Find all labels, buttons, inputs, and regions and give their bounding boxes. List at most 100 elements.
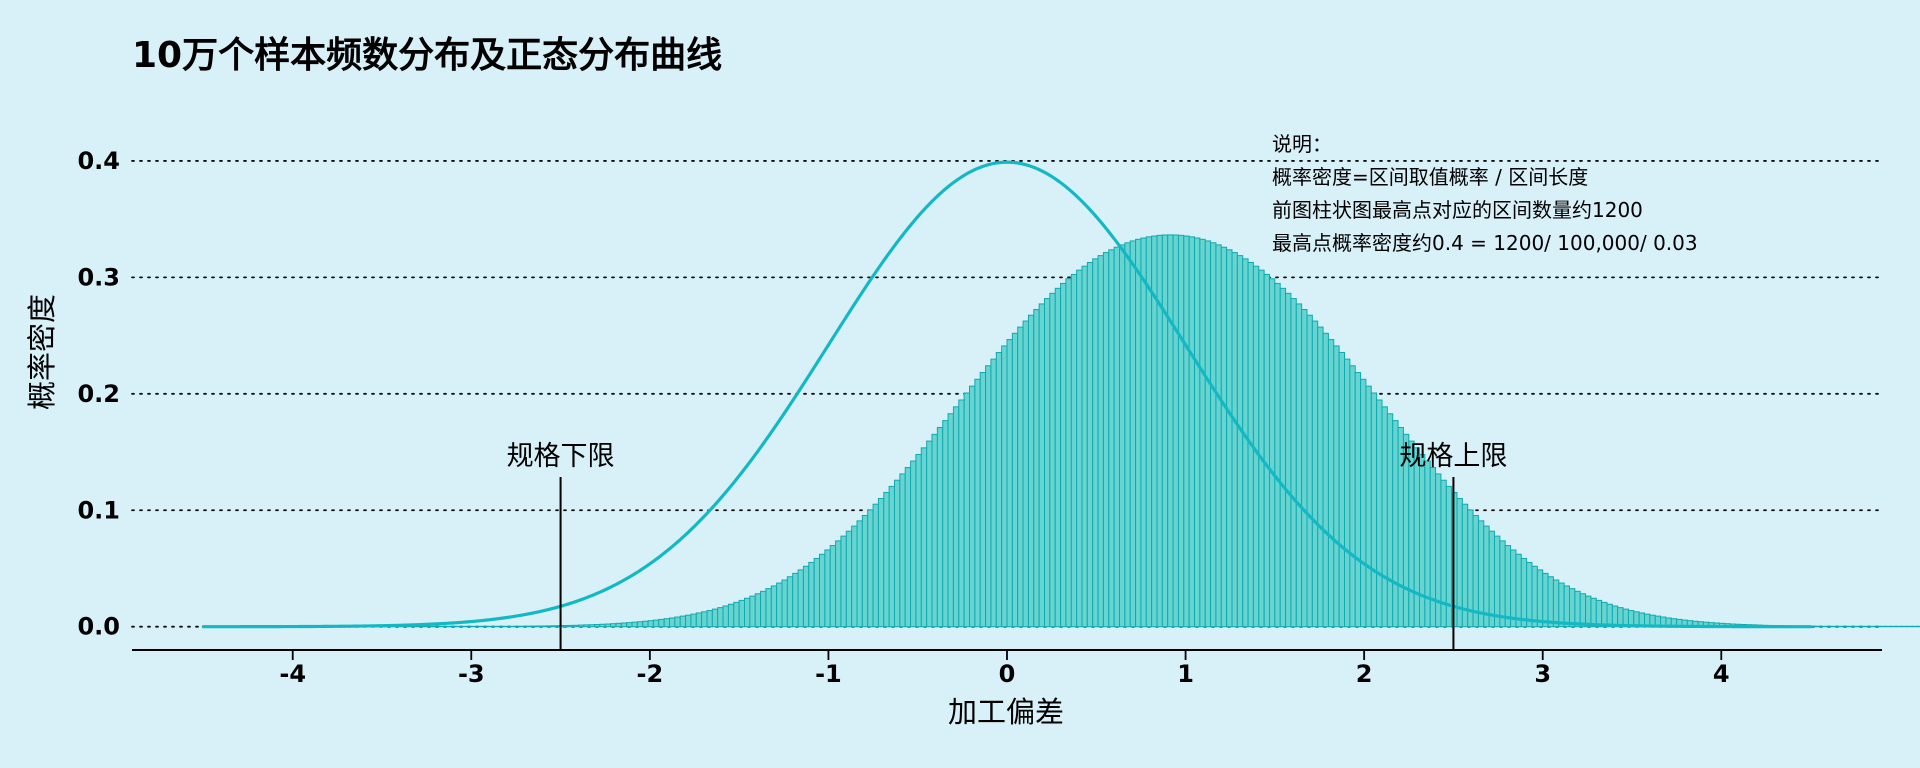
histogram-bar-170 <box>1113 246 1120 628</box>
histogram-bar-184 <box>1188 236 1195 628</box>
histogram-bar-160 <box>1060 282 1067 628</box>
histogram-bar-204 <box>1295 303 1303 628</box>
histogram-bar-136 <box>931 433 938 628</box>
histogram-bar-82 <box>642 620 649 628</box>
histogram-bar-123 <box>861 515 869 628</box>
histogram-bar-246 <box>1520 557 1528 628</box>
histogram-bar-83 <box>647 620 654 628</box>
histogram-bar-214 <box>1349 365 1356 628</box>
histogram-bar-171 <box>1119 244 1126 628</box>
histogram-bar-95 <box>711 608 719 628</box>
histogram-bar-101 <box>744 597 751 628</box>
histogram-bar-192 <box>1231 252 1238 628</box>
histogram-bar-176 <box>1145 236 1153 628</box>
histogram-bar-108 <box>781 579 788 628</box>
histogram-bar-208 <box>1317 326 1324 628</box>
histogram-bar-67 <box>561 625 569 628</box>
x-tick-label-0: -4 <box>279 660 306 688</box>
explanation-line-0: 说明： <box>1272 132 1332 156</box>
histogram-bar-142 <box>963 392 971 628</box>
histogram-bar-96 <box>717 607 724 628</box>
histogram-bar-167 <box>1097 255 1104 628</box>
histogram-bar-247 <box>1526 561 1533 628</box>
histogram-bar-88 <box>674 616 681 628</box>
histogram-bar-254 <box>1563 585 1570 628</box>
histogram-bar-252 <box>1552 579 1560 628</box>
annotations: 说明： 概率密度=区间取值概率 / 区间长度前图柱状图最高点对应的区间数量约120… <box>507 132 1698 650</box>
histogram-bar-141 <box>958 399 965 628</box>
histogram-bar-121 <box>851 525 858 628</box>
histogram-bar-239 <box>1483 525 1490 628</box>
histogram-bar-173 <box>1129 240 1137 628</box>
x-tick-label-5: 1 <box>1177 660 1194 688</box>
histogram-bar-197 <box>1258 269 1265 628</box>
histogram-bar-85 <box>658 618 665 628</box>
histogram-bar-165 <box>1086 261 1094 628</box>
histogram-bar-198 <box>1263 273 1270 628</box>
histogram-bar-251 <box>1547 576 1554 628</box>
histogram-bar-105 <box>765 588 772 628</box>
histogram-bar-250 <box>1542 572 1549 628</box>
histogram-bar-217 <box>1365 385 1372 628</box>
histogram-bar-203 <box>1290 298 1297 628</box>
histogram-bar-226 <box>1413 447 1420 628</box>
histogram-bar-87 <box>669 617 676 628</box>
histogram-bar-153 <box>1022 320 1029 628</box>
histogram-bar-94 <box>706 610 713 628</box>
histogram-bar-241 <box>1494 535 1501 628</box>
x-tick-label-1: -3 <box>458 660 485 688</box>
histogram-bar-262 <box>1606 603 1613 628</box>
spec-limit-label-0: 规格下限 <box>507 441 615 472</box>
spec-limit-label-1: 规格上限 <box>1399 441 1507 472</box>
histogram-bar-145 <box>979 372 987 628</box>
histogram-bar-90 <box>685 614 692 628</box>
histogram-bar-128 <box>888 485 896 628</box>
x-tick-label-6: 2 <box>1356 660 1373 688</box>
histogram-bar-219 <box>1376 399 1383 628</box>
histogram-bar-104 <box>760 590 767 628</box>
y-axis-title: 概率密度 <box>25 294 59 410</box>
histogram-bar-248 <box>1531 565 1538 628</box>
histogram-bar-181 <box>1172 234 1179 628</box>
histogram-bar-98 <box>727 603 735 628</box>
histogram-bar-152 <box>1017 326 1024 628</box>
histogram-bar-202 <box>1285 292 1292 628</box>
histogram-bar-260 <box>1595 599 1603 628</box>
histogram-bar-211 <box>1333 345 1340 628</box>
histogram-bar-81 <box>636 621 644 628</box>
histogram-bar-125 <box>872 503 879 628</box>
histogram-bar-138 <box>942 420 949 628</box>
x-tick-label-4: 0 <box>999 660 1016 688</box>
histogram-bar-256 <box>1574 590 1581 628</box>
histogram-bar-93 <box>701 611 708 628</box>
histogram-bar-229 <box>1429 467 1437 628</box>
histogram-bar-80 <box>631 621 638 628</box>
histogram-bar-240 <box>1488 530 1495 628</box>
histogram-bar-172 <box>1124 242 1131 628</box>
histogram-bar-210 <box>1327 339 1335 628</box>
histogram-bar-84 <box>652 619 660 628</box>
histogram-bar-68 <box>567 624 574 628</box>
histogram-bar-65 <box>551 625 558 628</box>
histogram-bar-157 <box>1044 298 1051 628</box>
histogram-bar-143 <box>969 385 976 628</box>
histogram-bar-72 <box>588 624 596 628</box>
chart-title: 10万个样本频数分布及正态分布曲线 <box>132 35 722 76</box>
histogram-bar-103 <box>754 593 762 628</box>
histogram-bar-74 <box>599 623 606 628</box>
histogram-bar-222 <box>1392 420 1399 628</box>
explanation-line-1: 概率密度=区间取值概率 / 区间长度 <box>1272 165 1588 189</box>
histogram-bar-263 <box>1611 605 1619 628</box>
histogram-bar-257 <box>1579 593 1587 628</box>
histogram-bar-206 <box>1306 314 1313 628</box>
histogram-bar-200 <box>1274 282 1281 628</box>
histogram-bar-117 <box>829 545 837 628</box>
histogram-bars <box>202 234 1920 628</box>
y-tick-label-3: 0.3 <box>77 263 120 291</box>
histogram-bar-133 <box>915 453 922 628</box>
histogram-bar-63 <box>540 625 547 628</box>
histogram-bar-73 <box>594 623 601 628</box>
histogram-bar-127 <box>883 491 890 628</box>
histogram-bar-218 <box>1370 392 1378 628</box>
